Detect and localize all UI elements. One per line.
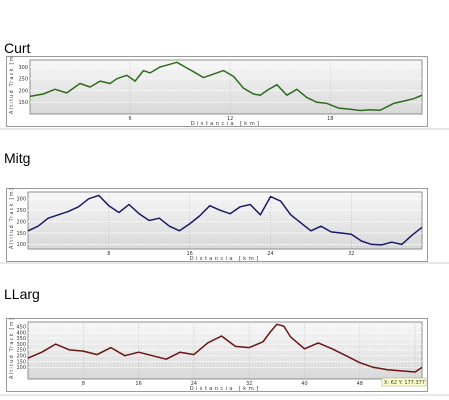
- y-tick-label: 200: [16, 354, 26, 360]
- x-tick-label: 16: [186, 251, 192, 257]
- route-title-mitg: Mitg: [4, 150, 31, 166]
- y-tick-label: 400: [16, 330, 26, 336]
- elevation-chart-curt: 150 200 250 300 6 12 18 Altitud Track [m] Distan…: [0, 56, 449, 130]
- y-tick-label: 250: [16, 208, 26, 214]
- plot-area: [27, 191, 423, 250]
- y-tick-label: 300: [18, 65, 28, 71]
- y-tick-label: 150: [16, 231, 26, 237]
- x-axis-label: Distancia [km]: [190, 386, 261, 392]
- y-axis-label: Altitud Track [m]: [9, 56, 15, 114]
- y-tick-label: 300: [16, 197, 26, 203]
- plot-area: [27, 321, 423, 380]
- y-axis-label: Altitud Track [m]: [9, 187, 15, 249]
- elevation-line: [29, 61, 423, 112]
- x-tick-label: 32: [348, 251, 354, 257]
- y-tick-label: 350: [16, 336, 26, 342]
- x-axis-label: Distancia [km]: [190, 256, 261, 262]
- x-tick-label: 40: [301, 381, 307, 387]
- y-tick-label: 100: [16, 365, 26, 371]
- cursor-readout-box: [381, 377, 427, 387]
- x-tick-label: 16: [135, 381, 141, 387]
- x-tick-label: 32: [246, 381, 252, 387]
- elevation-chart-mitg: 100 150 200 250 300 8 16 24 32 Altitud Track [m] D…: [0, 187, 449, 264]
- x-tick-label: 8: [107, 251, 110, 257]
- plot-area: [29, 59, 423, 115]
- x-tick-label: 48: [357, 381, 363, 387]
- y-tick-label: 250: [18, 77, 28, 83]
- x-axis-label: Distancia [km]: [191, 121, 262, 127]
- cursor-readout: X: 62 Y: 177.377: [384, 380, 425, 386]
- y-tick-label: 450: [16, 324, 26, 330]
- y-tick-label: 200: [18, 88, 28, 94]
- y-axis-label: Altitud Track [m]: [9, 317, 15, 379]
- x-tick-label: 24: [267, 251, 273, 257]
- x-tick-label: 12: [227, 116, 233, 122]
- elevation-line: [27, 194, 423, 246]
- x-tick-label: 18: [327, 116, 333, 122]
- y-tick-label: 200: [16, 219, 26, 225]
- route-title-curt: Curt: [4, 40, 31, 56]
- y-tick-label: 150: [16, 359, 26, 365]
- elevation-chart-llarg: 1001502002503003504004508162432404856Alt…: [0, 317, 449, 396]
- x-tick-label: 24: [191, 381, 197, 387]
- x-tick-label: 8: [82, 381, 85, 387]
- x-tick-label: 6: [128, 116, 131, 122]
- y-tick-label: 250: [16, 348, 26, 354]
- elevation-line: [27, 323, 423, 373]
- y-tick-label: 100: [16, 242, 26, 248]
- route-title-llarg: LLarg: [4, 286, 40, 302]
- y-tick-label: 300: [16, 342, 26, 348]
- y-tick-label: 150: [18, 100, 28, 106]
